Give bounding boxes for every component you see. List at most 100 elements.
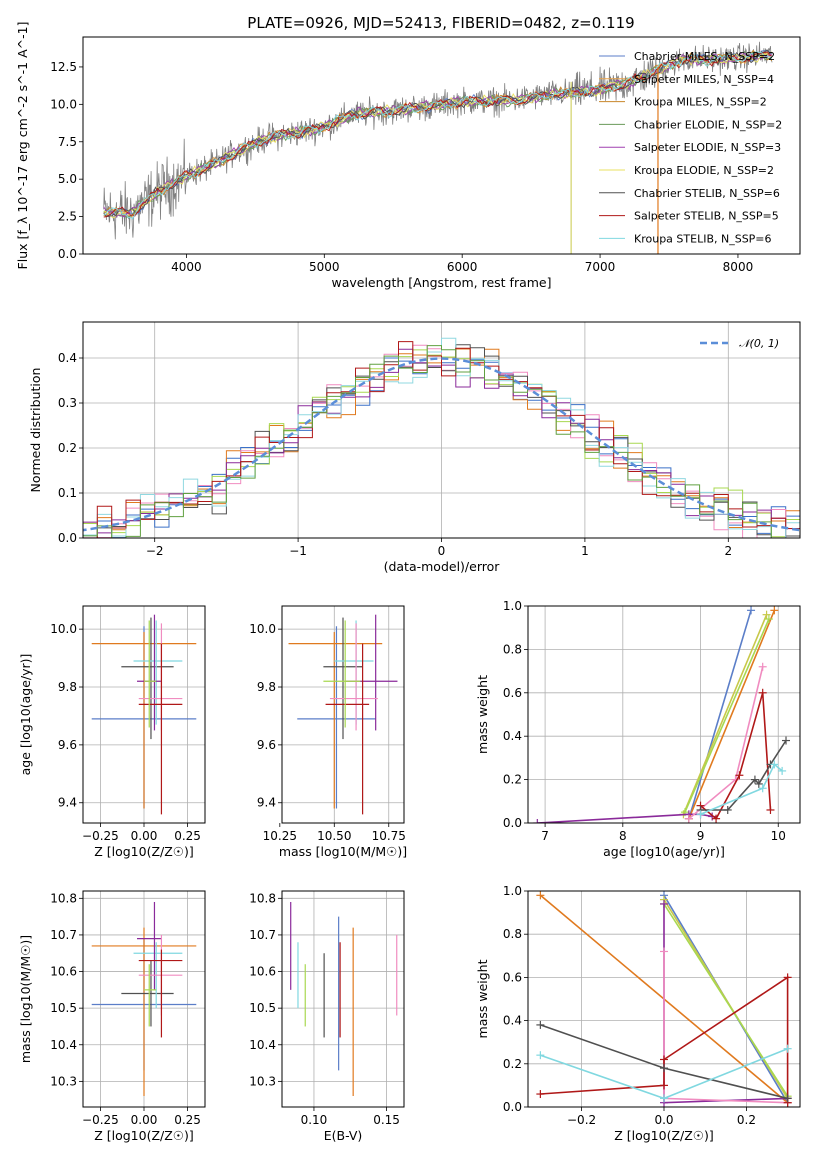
histogram-8 xyxy=(83,345,800,538)
x-tick-label: 10 xyxy=(771,829,786,843)
y-axis-label: mass [log10(M/M☉)] xyxy=(18,935,33,1063)
x-axis-label: wavelength [Angstrom, rest frame] xyxy=(331,275,551,290)
y-tick-label: 10.0 xyxy=(50,97,77,111)
x-tick-label: 8000 xyxy=(723,260,754,274)
y-tick-label: 9.6 xyxy=(58,738,77,752)
x-tick-label: 9 xyxy=(697,829,705,843)
y-tick-label: 0.2 xyxy=(503,1057,522,1071)
y-tick-label: 9.6 xyxy=(257,738,276,752)
y-tick-label: 0.6 xyxy=(503,970,522,984)
weight-line-8 xyxy=(700,763,783,816)
axes-frame xyxy=(281,890,405,1108)
x-tick-label: 2 xyxy=(724,544,732,558)
y-axis-label: age [log10(age/yr)] xyxy=(18,654,33,776)
model-line-5 xyxy=(103,51,773,219)
x-tick-label: 7000 xyxy=(585,260,616,274)
y-tick-label: 10.8 xyxy=(50,891,77,905)
plot-area xyxy=(103,41,773,254)
legend-label: Chabrier ELODIE, N_SSP=2 xyxy=(634,118,782,131)
y-tick-label: 0.0 xyxy=(58,531,77,545)
x-tick-label: 5000 xyxy=(309,260,340,274)
y-tick-label: 12.5 xyxy=(50,60,77,74)
x-tick-label: 0.10 xyxy=(301,1113,328,1127)
x-tick-label: 0.00 xyxy=(131,1113,158,1127)
axes-frame xyxy=(527,605,801,824)
y-tick-label: 10.7 xyxy=(50,928,77,942)
legend: Chabrier MILES, N_SSP=2 Salpeter MILES, N… xyxy=(599,50,782,245)
y-tick-label: 10.4 xyxy=(50,1038,77,1052)
x-tick-label: 0 xyxy=(438,544,446,558)
x-tick-label: 0.0 xyxy=(654,1113,673,1127)
x-tick-label: 10.50 xyxy=(317,829,351,843)
x-axis-label: Z [log10(Z/Z☉)] xyxy=(94,844,194,859)
y-tick-label: 0.8 xyxy=(503,642,522,656)
x-tick-label: 7 xyxy=(541,829,549,843)
y-tick-label: 9.4 xyxy=(257,796,276,810)
x-axis-label: age [log10(age/yr)] xyxy=(603,844,725,859)
plot-area xyxy=(282,606,404,823)
model-line-7 xyxy=(103,51,772,218)
axes-frame xyxy=(281,605,405,824)
axes-frame xyxy=(82,36,801,255)
x-tick-label: 10.75 xyxy=(372,829,406,843)
x-axis-label: (data-model)/error xyxy=(384,559,501,574)
x-tick-label: 0.25 xyxy=(174,829,201,843)
x-axis-label: Z [log10(Z/Z☉)] xyxy=(94,1128,194,1143)
y-tick-label: 0.8 xyxy=(503,927,522,941)
x-tick-label: 0.2 xyxy=(737,1113,756,1127)
y-tick-label: 10.3 xyxy=(249,1074,276,1088)
legend: 𝒩(0, 1) xyxy=(700,337,779,350)
plot-area xyxy=(83,606,205,823)
legend-label: Kroupa MILES, N_SSP=2 xyxy=(634,96,767,109)
weight-line-2 xyxy=(682,614,768,815)
axes-mass-vs-EBV: 0.10 0.15 10.3 10.4 10.5 10.6 10.7 10.8 E(B-V) xyxy=(249,890,405,1143)
y-tick-label: 0.2 xyxy=(503,773,522,787)
plot-area xyxy=(282,891,404,1107)
y-tick-label: 0.2 xyxy=(58,441,77,455)
axes-frame xyxy=(527,890,801,1108)
histogram-5 xyxy=(83,348,800,538)
plot-area xyxy=(83,891,205,1107)
x-tick-label: 4000 xyxy=(171,260,202,274)
legend-label: Kroupa ELODIE, N_SSP=2 xyxy=(634,164,774,177)
y-tick-label: 0.4 xyxy=(503,1014,522,1028)
y-tick-label: 9.8 xyxy=(58,680,77,694)
x-tick-label: −0.25 xyxy=(82,829,119,843)
y-tick-label: 0.6 xyxy=(503,686,522,700)
weight-line-3 xyxy=(684,618,770,813)
weight-line-3 xyxy=(663,903,789,1097)
y-tick-label: 0.1 xyxy=(58,486,77,500)
y-axis-label: mass weight xyxy=(475,959,490,1038)
y-tick-label: 0.0 xyxy=(503,816,522,830)
axes-age-vs-mass: 10.25 10.50 10.75 9.4 9.6 9.8 10.0 mass [log10(… xyxy=(249,605,407,859)
legend-label: Salpeter STELIB, N_SSP=5 xyxy=(634,210,779,223)
y-tick-label: 1.0 xyxy=(503,599,522,613)
x-tick-label: 0.15 xyxy=(373,1113,400,1127)
x-axis-label: mass [log10(M/M☉)] xyxy=(279,844,407,859)
legend-label: Salpeter ELODIE, N_SSP=3 xyxy=(634,141,781,154)
y-tick-label: 9.8 xyxy=(257,680,276,694)
y-tick-label: 0.0 xyxy=(503,1100,522,1114)
model-line-6 xyxy=(103,49,772,218)
y-tick-label: 1.0 xyxy=(503,884,522,898)
x-tick-label: −0.25 xyxy=(82,1113,119,1127)
axes-weight-vs-Z: −0.2 0.0 0.2 0.0 0.2 0.4 0.6 0.8 1.0 Z [log10(Z/Z… xyxy=(475,884,801,1143)
x-tick-label: 6000 xyxy=(447,260,478,274)
y-tick-label: 10.3 xyxy=(50,1074,77,1088)
axes-spectrum: 4000 5000 6000 7000 8000 0.0 2.5 5.0 7.5 10.0 12.5… xyxy=(15,14,801,290)
chart-title: PLATE=0926, MJD=52413, FIBERID=0482, z=0… xyxy=(247,14,634,32)
legend-label: Salpeter MILES, N_SSP=4 xyxy=(634,73,774,86)
plot-area xyxy=(83,322,800,538)
model-line-4 xyxy=(103,52,772,218)
y-tick-label: 10.4 xyxy=(249,1038,276,1052)
y-tick-label: 10.6 xyxy=(249,965,276,979)
x-tick-label: 0.00 xyxy=(131,829,158,843)
y-tick-label: 10.5 xyxy=(249,1001,276,1015)
axes-frame xyxy=(82,890,206,1108)
y-axis-label: Normed distribution xyxy=(28,368,43,493)
axes-frame xyxy=(82,321,801,539)
y-tick-label: 9.4 xyxy=(58,796,77,810)
legend-label: Kroupa STELIB, N_SSP=6 xyxy=(634,232,772,245)
y-tick-label: 2.5 xyxy=(58,210,77,224)
y-tick-label: 10.5 xyxy=(50,1001,77,1015)
